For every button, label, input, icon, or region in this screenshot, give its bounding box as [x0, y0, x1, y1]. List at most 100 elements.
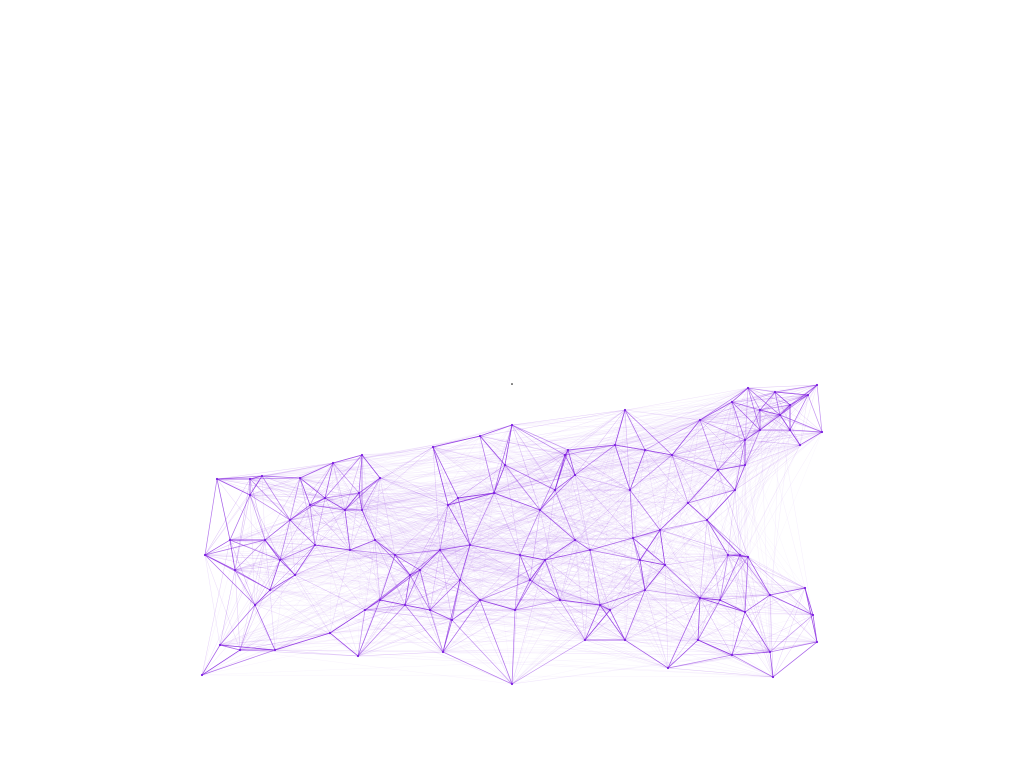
edge-877 — [539, 454, 566, 511]
edge-1123 — [671, 419, 701, 456]
edge-1227 — [744, 387, 749, 441]
edge-1351 — [779, 384, 818, 416]
edge-1874 — [479, 599, 516, 611]
edge-218 — [279, 504, 311, 561]
edge-113 — [239, 477, 381, 651]
edge-1551 — [374, 539, 806, 589]
node-32 — [378, 598, 382, 602]
edge-997 — [599, 444, 801, 606]
node-99 — [558, 598, 562, 602]
edge-577 — [358, 492, 406, 606]
edge-485 — [274, 599, 561, 651]
edge-314 — [374, 539, 411, 576]
edge-601 — [419, 409, 626, 571]
edge-292 — [344, 509, 611, 611]
edge-1342 — [324, 394, 809, 499]
edge-696 — [479, 424, 513, 437]
edge-840 — [349, 489, 556, 551]
edge-1228 — [699, 387, 749, 421]
edge-1396 — [358, 444, 801, 494]
edge-1044 — [589, 549, 646, 591]
edge-1742 — [409, 559, 546, 576]
edge-509 — [357, 609, 431, 657]
edge-407 — [254, 554, 729, 606]
edge-557 — [249, 494, 381, 601]
edge-466 — [201, 539, 266, 676]
edge-1537 — [379, 477, 771, 596]
edge-1212 — [564, 439, 746, 456]
edge-1267 — [717, 429, 761, 471]
edge-1953 — [632, 537, 701, 599]
edge-1671 — [511, 564, 666, 685]
edge-1817 — [584, 609, 611, 641]
edge-1060 — [574, 474, 631, 491]
edge-977 — [409, 549, 591, 576]
edge-746 — [504, 464, 541, 511]
edge-767 — [493, 492, 521, 556]
node-56 — [623, 638, 627, 642]
edge-1032 — [639, 559, 771, 653]
edge-1509 — [744, 587, 806, 613]
edge-291 — [344, 509, 601, 606]
edge-796 — [514, 404, 791, 611]
edge-1353 — [747, 384, 818, 389]
edge-1317 — [559, 404, 791, 601]
edge-1268 — [759, 394, 809, 431]
edge-1266 — [747, 387, 761, 431]
edge-26 — [249, 478, 736, 491]
edge-1360 — [639, 384, 818, 561]
edge-438 — [219, 632, 331, 646]
edge-1635 — [717, 469, 733, 656]
edge-1546 — [644, 587, 806, 591]
edge-1195 — [309, 489, 736, 506]
edge-1801 — [584, 604, 601, 641]
edge-1280 — [261, 429, 761, 477]
edge-946 — [644, 449, 689, 504]
edge-468 — [201, 494, 251, 676]
edge-515 — [269, 589, 359, 657]
edge-622 — [439, 387, 749, 551]
edge-923 — [614, 409, 626, 446]
edge-1333 — [699, 394, 809, 421]
edge-461 — [239, 594, 771, 651]
node-42 — [503, 463, 507, 467]
edge-948 — [644, 449, 719, 471]
node-75 — [820, 430, 824, 434]
node-61 — [658, 528, 662, 532]
edge-282 — [324, 497, 346, 511]
edge-1206 — [734, 439, 746, 491]
edge-1661 — [511, 609, 516, 685]
edge-1933 — [574, 489, 631, 541]
edge-252 — [309, 504, 346, 511]
edge-1850 — [697, 597, 701, 641]
edge-1580 — [667, 641, 818, 669]
edge-676 — [432, 446, 708, 521]
edge-1272 — [554, 429, 761, 491]
edge-938 — [289, 409, 626, 521]
edge-1940 — [324, 497, 576, 541]
edge-213 — [279, 544, 316, 561]
edge-1679 — [234, 569, 513, 685]
edge-1150 — [664, 519, 708, 566]
edge-616 — [332, 462, 441, 551]
edge-1731 — [429, 439, 746, 611]
edge-744 — [504, 424, 513, 466]
edge-505 — [357, 609, 366, 657]
edge-727 — [479, 492, 495, 601]
edge-1390 — [731, 401, 801, 446]
edge-1544 — [719, 587, 806, 601]
edge-1637 — [554, 489, 733, 656]
edge-1082 — [664, 564, 699, 641]
edge-639 — [216, 478, 449, 506]
edge-757 — [504, 409, 761, 466]
edge-1650 — [667, 599, 721, 669]
edge-1241 — [447, 387, 749, 506]
node-47 — [553, 488, 557, 492]
edge-1734 — [409, 569, 421, 576]
edge-1167 — [717, 401, 733, 471]
edge-234 — [289, 497, 326, 521]
edge-94 — [361, 414, 781, 456]
edge-1666 — [511, 599, 561, 685]
edge-786 — [514, 529, 661, 611]
edge-722 — [493, 492, 521, 556]
